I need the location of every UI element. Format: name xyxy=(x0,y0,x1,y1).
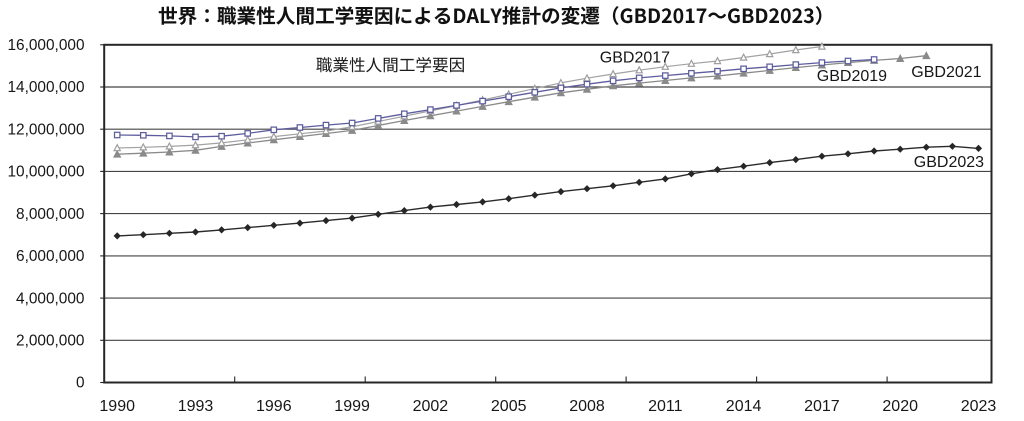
svg-text:2023: 2023 xyxy=(961,398,997,415)
svg-text:2011: 2011 xyxy=(648,398,683,415)
svg-text:1999: 1999 xyxy=(334,398,370,415)
svg-text:14,000,000: 14,000,000 xyxy=(7,79,84,96)
svg-text:1990: 1990 xyxy=(99,398,135,415)
svg-text:2002: 2002 xyxy=(413,398,449,415)
svg-text:2017: 2017 xyxy=(804,398,840,415)
svg-text:10,000,000: 10,000,000 xyxy=(7,164,84,181)
svg-text:GBD2021: GBD2021 xyxy=(911,64,981,81)
svg-text:2008: 2008 xyxy=(569,398,605,415)
svg-text:GBD2023: GBD2023 xyxy=(914,154,984,171)
svg-text:2,000,000: 2,000,000 xyxy=(16,333,84,350)
svg-text:8,000,000: 8,000,000 xyxy=(16,206,84,223)
svg-text:GBD2017: GBD2017 xyxy=(600,50,670,67)
svg-text:2005: 2005 xyxy=(491,398,527,415)
svg-text:12,000,000: 12,000,000 xyxy=(7,121,84,138)
svg-text:6,000,000: 6,000,000 xyxy=(16,248,84,265)
svg-text:GBD2019: GBD2019 xyxy=(817,68,887,85)
svg-text:4,000,000: 4,000,000 xyxy=(16,290,84,307)
svg-text:2014: 2014 xyxy=(726,398,762,415)
svg-text:2020: 2020 xyxy=(882,398,918,415)
svg-text:1996: 1996 xyxy=(256,398,292,415)
svg-text:1993: 1993 xyxy=(178,398,214,415)
svg-text:0: 0 xyxy=(76,375,85,392)
svg-text:16,000,000: 16,000,000 xyxy=(7,37,84,54)
